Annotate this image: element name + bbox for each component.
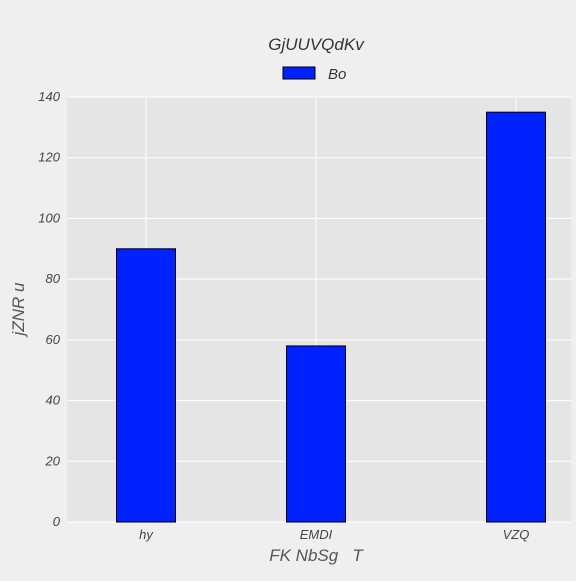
chart-title: GjUUVQdKv [268, 35, 365, 54]
x-axis-label: FK NbSg T [269, 546, 364, 565]
legend-label: Bo [328, 66, 346, 83]
x-tick-label: EMDI [300, 527, 333, 542]
y-axis-label: jZNR u [9, 282, 28, 337]
y-tick-label: 80 [46, 271, 61, 286]
y-tick-label: 0 [53, 514, 61, 529]
bar-emdi [286, 345, 346, 523]
bars [116, 111, 546, 523]
x-tick-label: hy [139, 527, 154, 542]
x-tick-label: VZQ [503, 527, 530, 542]
y-tick-label: 140 [38, 89, 60, 104]
y-tick-label: 40 [46, 393, 61, 408]
x-tick-labels: hy EMDI VZQ [139, 527, 529, 542]
bar-vzq [486, 111, 546, 523]
y-tick-label: 60 [46, 332, 61, 347]
y-tick-labels: 0 20 40 60 80 100 120 140 [38, 89, 60, 529]
y-tick-label: 100 [38, 210, 60, 225]
y-tick-label: 120 [38, 150, 60, 165]
legend-swatch [282, 66, 316, 80]
legend: Bo [282, 66, 346, 83]
bar-hy [116, 248, 176, 523]
y-tick-label: 20 [45, 453, 61, 468]
